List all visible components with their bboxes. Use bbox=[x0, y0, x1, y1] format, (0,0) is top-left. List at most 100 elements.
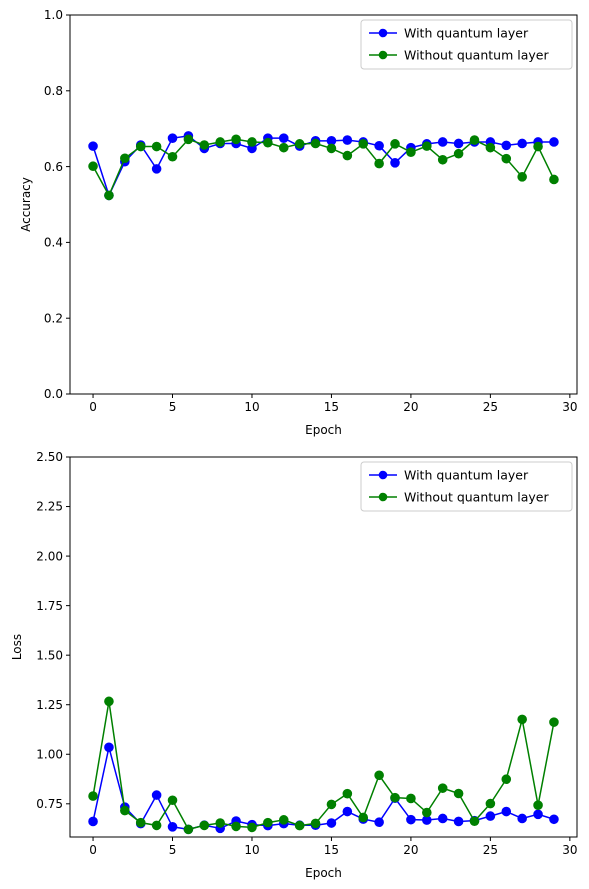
data-point bbox=[294, 139, 305, 149]
y-tick-label: 1.0 bbox=[44, 8, 63, 22]
data-point bbox=[247, 137, 257, 147]
data-point bbox=[422, 141, 432, 151]
legend-box bbox=[360, 461, 573, 512]
data-point bbox=[151, 164, 162, 174]
x-axis-label: Epoch bbox=[305, 866, 342, 880]
y-tick-label: 1.25 bbox=[36, 698, 63, 712]
data-point bbox=[501, 140, 512, 151]
data-point bbox=[151, 141, 162, 152]
data-point bbox=[104, 190, 114, 201]
data-point bbox=[549, 174, 559, 185]
data-point bbox=[104, 696, 114, 707]
axes-frame bbox=[69, 456, 578, 838]
legend-label: Without quantum layer bbox=[404, 490, 549, 505]
data-point bbox=[215, 818, 225, 828]
data-point bbox=[390, 792, 400, 803]
series-line-1 bbox=[92, 701, 555, 831]
y-axis-label: Accuracy bbox=[19, 177, 33, 232]
data-point bbox=[485, 798, 496, 809]
data-point bbox=[374, 817, 384, 828]
x-tick-label: 30 bbox=[562, 400, 577, 414]
data-point bbox=[422, 807, 432, 818]
data-point bbox=[358, 139, 369, 149]
data-point bbox=[437, 813, 448, 824]
data-point bbox=[167, 133, 178, 143]
legend-label: Without quantum layer bbox=[404, 48, 549, 63]
accuracy-chart: 0 5 10 15 20 25 30 0.0 0.2 0.4 0.6 0.8 1.0 Epoch Accur… bbox=[19, 8, 578, 437]
x-tick-label: 25 bbox=[483, 400, 498, 414]
legend-marker bbox=[378, 28, 388, 38]
y-axis-label: Loss bbox=[10, 634, 24, 660]
y-tick-label: 0.2 bbox=[44, 311, 63, 325]
data-point bbox=[453, 138, 464, 149]
data-point bbox=[88, 161, 98, 172]
data-point bbox=[533, 141, 543, 152]
data-point bbox=[453, 148, 464, 159]
x-tick-label: 5 bbox=[169, 400, 177, 414]
data-point bbox=[549, 137, 559, 147]
legend-label: With quantum layer bbox=[404, 468, 529, 483]
x-tick-label: 20 bbox=[403, 843, 418, 857]
x-tick-label: 30 bbox=[562, 843, 577, 857]
legend-marker bbox=[378, 50, 388, 60]
legend-marker bbox=[378, 470, 388, 480]
data-point bbox=[278, 133, 289, 143]
data-point bbox=[501, 806, 512, 817]
data-point bbox=[135, 817, 146, 828]
data-point bbox=[342, 135, 353, 145]
data-point bbox=[342, 150, 353, 161]
data-point bbox=[453, 788, 464, 799]
data-point bbox=[151, 820, 162, 831]
loss-chart: 0 5 10 15 20 25 30 0.75 1.00 1.25 1.50 1.75 2.00 2.25… bbox=[10, 450, 578, 880]
data-point bbox=[183, 134, 194, 145]
data-point bbox=[390, 158, 400, 168]
data-point bbox=[358, 812, 369, 823]
data-point bbox=[469, 135, 480, 145]
data-point bbox=[120, 153, 130, 164]
series-line-1 bbox=[92, 138, 555, 198]
y-tick-label: 2.25 bbox=[36, 500, 63, 514]
legend-label: With quantum layer bbox=[404, 26, 529, 41]
data-point bbox=[183, 824, 194, 835]
data-point bbox=[263, 137, 273, 148]
axes-frame bbox=[69, 14, 578, 395]
data-point bbox=[231, 134, 241, 145]
data-point bbox=[120, 805, 130, 816]
data-point bbox=[342, 788, 353, 799]
data-point bbox=[374, 158, 384, 169]
data-point bbox=[517, 714, 527, 725]
x-tick-label: 10 bbox=[244, 843, 259, 857]
data-point bbox=[231, 821, 241, 832]
x-axis-label: Epoch bbox=[305, 423, 342, 437]
data-point bbox=[294, 820, 305, 831]
data-point bbox=[199, 820, 210, 831]
legend-marker bbox=[378, 492, 388, 502]
data-point bbox=[104, 742, 114, 753]
data-point bbox=[517, 172, 527, 182]
data-point bbox=[88, 791, 98, 801]
data-point bbox=[501, 774, 512, 785]
data-point bbox=[517, 138, 527, 149]
data-point bbox=[88, 141, 98, 151]
data-point bbox=[453, 816, 464, 827]
data-point bbox=[533, 800, 543, 810]
y-tick-label: 2.00 bbox=[36, 549, 63, 563]
data-point bbox=[310, 138, 321, 149]
data-point bbox=[406, 814, 416, 825]
x-tick-label: 10 bbox=[244, 400, 259, 414]
data-point bbox=[374, 140, 384, 151]
x-tick-label: 25 bbox=[483, 843, 498, 857]
data-point bbox=[167, 151, 178, 162]
data-point bbox=[199, 140, 210, 150]
data-point bbox=[485, 142, 496, 153]
data-point bbox=[374, 770, 384, 781]
data-point bbox=[278, 815, 289, 825]
x-tick-label: 0 bbox=[89, 843, 97, 857]
legend-box bbox=[360, 19, 573, 70]
y-tick-label: 2.50 bbox=[36, 450, 63, 464]
y-tick-label: 0.75 bbox=[36, 797, 63, 811]
data-point bbox=[533, 809, 543, 820]
data-point bbox=[326, 799, 337, 810]
y-tick-label: 0.6 bbox=[44, 160, 63, 174]
